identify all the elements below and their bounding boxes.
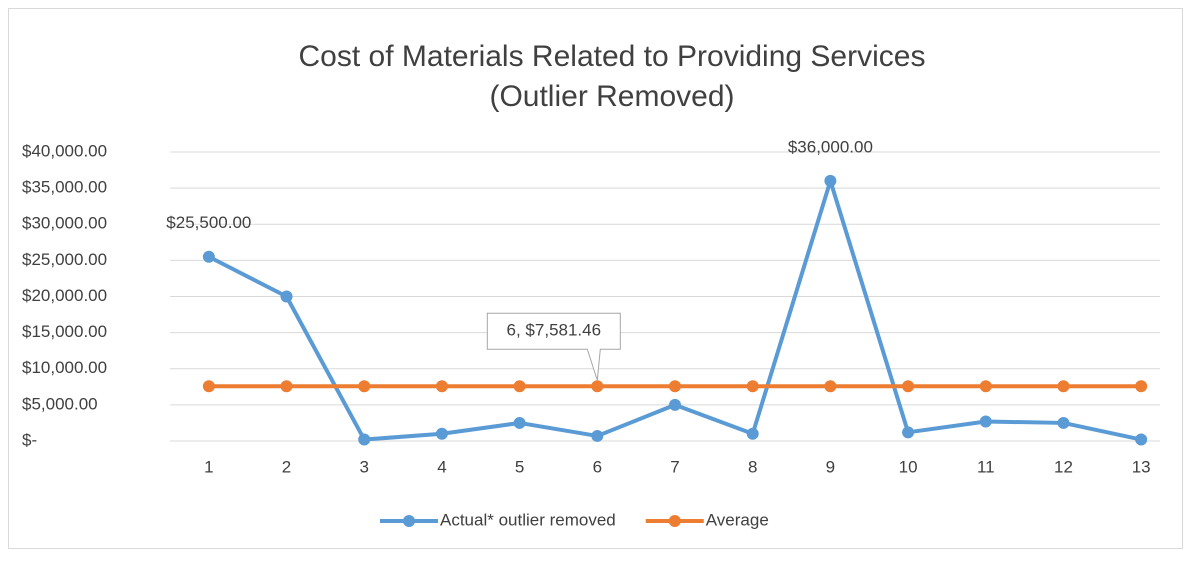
data-point xyxy=(358,433,371,446)
x-tick-label: 11 xyxy=(977,457,995,476)
data-label: $25,500.00 xyxy=(166,213,251,232)
chart-frame xyxy=(8,8,1183,549)
data-point xyxy=(1135,380,1148,393)
x-tick-label: 4 xyxy=(437,457,446,476)
x-tick-label: 8 xyxy=(748,457,757,476)
x-tick-label: 10 xyxy=(899,457,918,476)
data-point xyxy=(513,380,526,393)
y-tick-label: $40,000.00 xyxy=(22,141,107,160)
data-point xyxy=(591,429,604,442)
data-point xyxy=(824,174,837,187)
y-tick-label: $20,000.00 xyxy=(22,286,107,305)
data-point xyxy=(902,426,915,439)
data-point xyxy=(591,380,604,393)
data-point xyxy=(202,380,215,393)
data-point xyxy=(746,380,759,393)
y-tick-label: $25,000.00 xyxy=(22,250,107,269)
data-point xyxy=(1057,416,1070,429)
data-point xyxy=(435,380,448,393)
x-tick-label: 7 xyxy=(670,457,679,476)
x-tick-label: 6 xyxy=(593,457,602,476)
data-point xyxy=(824,380,837,393)
data-label: $36,000.00 xyxy=(788,137,873,156)
data-point xyxy=(902,380,915,393)
chart-title: Cost of Materials Related to Providing S… xyxy=(299,40,926,73)
data-point xyxy=(1057,380,1070,393)
y-tick-label: $30,000.00 xyxy=(22,214,107,233)
x-tick-label: 12 xyxy=(1054,457,1073,476)
legend-label: Actual* outlier removed xyxy=(440,510,616,529)
data-point xyxy=(669,380,681,393)
data-point xyxy=(979,380,992,393)
callout-box xyxy=(486,312,621,381)
chart-subtitle: (Outlier Removed) xyxy=(489,80,734,113)
y-tick-label: $5,000.00 xyxy=(22,394,98,413)
legend-marker xyxy=(403,515,415,527)
y-tick-label: $- xyxy=(22,430,37,449)
x-tick-label: 1 xyxy=(204,457,213,476)
y-tick-label: $35,000.00 xyxy=(22,178,107,197)
data-label: 6, $7,581.46 xyxy=(507,321,602,340)
x-tick-label: 9 xyxy=(826,457,835,476)
y-tick-label: $15,000.00 xyxy=(22,322,107,341)
data-point xyxy=(358,380,371,393)
legend-marker xyxy=(668,515,681,527)
legend-label: Average xyxy=(706,510,769,529)
x-tick-label: 5 xyxy=(515,457,524,476)
data-point xyxy=(435,427,448,440)
x-tick-label: 13 xyxy=(1132,457,1151,476)
y-tick-label: $10,000.00 xyxy=(22,358,107,377)
data-point xyxy=(513,416,526,429)
x-tick-label: 2 xyxy=(282,457,291,476)
x-tick-label: 3 xyxy=(359,457,368,476)
data-point xyxy=(280,290,293,303)
data-point xyxy=(1135,433,1148,446)
data-point xyxy=(280,380,293,393)
data-point xyxy=(979,415,992,428)
data-point xyxy=(746,427,759,440)
data-point xyxy=(202,250,215,263)
data-point xyxy=(669,398,681,411)
